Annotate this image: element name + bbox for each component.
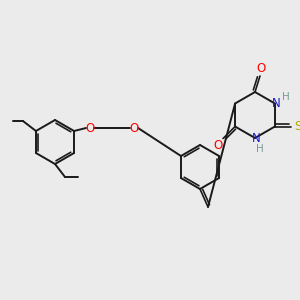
Text: H: H (256, 144, 264, 154)
Text: N: N (252, 133, 260, 146)
Text: O: O (256, 62, 266, 76)
Text: S: S (294, 120, 300, 133)
Text: N: N (272, 97, 280, 110)
Text: O: O (129, 122, 139, 134)
Text: O: O (85, 122, 95, 134)
Text: H: H (282, 92, 290, 101)
Text: O: O (214, 139, 223, 152)
